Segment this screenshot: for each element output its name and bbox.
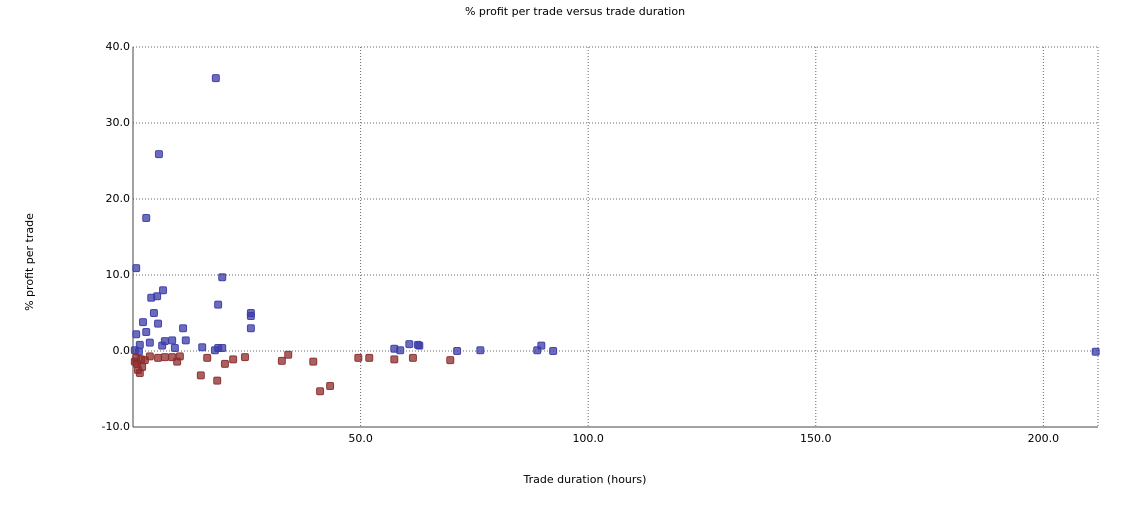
point [196,371,205,380]
y-tick-label: 20.0 [106,192,131,205]
point [137,355,146,364]
point [277,356,286,365]
point [284,350,293,359]
point [365,353,374,362]
point [354,353,363,362]
point [229,355,238,364]
point [1091,347,1100,356]
point [203,353,212,362]
point [159,286,168,295]
x-axis-label: Trade duration (hours) [523,473,647,486]
y-tick-label: 0.0 [113,344,131,357]
point [396,346,405,355]
point [158,341,167,350]
y-tick-label: 40.0 [106,40,131,53]
x-tick-label: 100.0 [572,432,604,445]
point [309,357,318,366]
point [446,356,455,365]
x-tick-label: 200.0 [1028,432,1060,445]
point [453,347,462,355]
point [390,355,399,364]
point [170,343,179,352]
point [408,353,417,362]
y-tick-label: 10.0 [106,268,131,281]
point [154,150,163,159]
point [132,330,141,339]
point [210,346,219,355]
point [246,324,255,333]
point [181,336,190,345]
point [160,353,169,362]
point [142,328,151,336]
point [147,293,156,302]
chart-title: % profit per trade versus trade duration [465,5,685,18]
point [142,214,151,222]
point [218,343,227,352]
point [415,341,424,350]
y-tick-label: -10.0 [102,420,130,433]
point [246,312,255,321]
point [175,352,184,361]
point [149,309,158,317]
point [316,387,325,396]
point [326,381,335,390]
point [154,319,163,328]
point [198,343,207,352]
point [537,341,546,350]
point [549,347,558,355]
point [154,353,163,362]
x-tick-label: 50.0 [348,432,373,445]
point [145,352,154,361]
point [218,273,227,282]
x-tick-label: 150.0 [800,432,832,445]
point [145,338,154,347]
point [476,346,485,355]
point [132,264,141,273]
point [214,300,223,309]
point [179,324,188,333]
y-tick-label: 30.0 [106,116,131,129]
point [220,359,229,368]
y-axis-label: % profit per trade [23,213,36,311]
point [139,318,148,327]
point [168,336,177,345]
point [211,74,220,83]
point [213,376,222,385]
point [240,353,249,362]
point [405,340,414,349]
point [138,362,147,371]
